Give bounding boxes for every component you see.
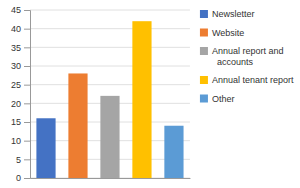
y-tick-mark — [24, 85, 30, 86]
legend-swatch — [200, 95, 208, 103]
legend-label-line: accounts — [212, 57, 254, 67]
y-tick: 10 — [11, 136, 30, 146]
bar — [36, 118, 55, 178]
y-axis: 0 5 10 15 20 25 30 35 40 45 — [11, 5, 31, 183]
bar — [68, 73, 87, 178]
bar — [100, 96, 119, 178]
grid-line — [30, 28, 190, 29]
y-tick-label: 45 — [11, 5, 21, 15]
y-tick-mark — [24, 10, 30, 11]
grid — [30, 10, 190, 178]
legend-item: Other — [200, 94, 235, 104]
y-axis-domain — [24, 11, 31, 179]
y-tick-mark — [24, 66, 30, 67]
legend-item: Annual report and accounts — [200, 46, 284, 67]
grid-line — [30, 66, 190, 67]
grid-line — [30, 10, 190, 11]
y-tick-mark — [24, 178, 30, 179]
bar — [164, 126, 183, 178]
x-axis-domain — [31, 178, 191, 179]
y-tick: 35 — [11, 43, 30, 53]
x-axis — [31, 178, 191, 180]
grid-line — [30, 47, 190, 48]
y-tick: 20 — [11, 99, 30, 109]
y-tick: 45 — [11, 5, 30, 15]
y-tick: 40 — [11, 24, 30, 34]
legend-swatch — [200, 29, 208, 37]
legend-label: Annual report and accounts — [212, 46, 284, 67]
legend-swatch — [200, 47, 208, 55]
y-tick-mark — [24, 159, 30, 160]
y-tick: 25 — [11, 80, 30, 90]
legend-label-line: Annual report and — [212, 46, 284, 56]
y-tick: 30 — [11, 61, 30, 71]
legend-label-line: Newsletter — [212, 9, 255, 19]
y-tick: 0 — [16, 173, 30, 183]
chart: Newsletter Website Annual report and accou… — [0, 0, 300, 188]
y-tick-label: 20 — [11, 99, 21, 109]
y-tick: 5 — [16, 155, 30, 165]
y-tick-label: 15 — [11, 117, 21, 127]
y-tick-label: 10 — [11, 136, 21, 146]
legend-label: Website — [212, 28, 244, 38]
y-tick-label: 35 — [11, 43, 21, 53]
y-tick-mark — [24, 103, 30, 104]
y-tick-label: 25 — [11, 80, 21, 90]
y-tick-label: 30 — [11, 61, 21, 71]
legend-label-line: Annual tenant report — [212, 75, 294, 85]
plot: 0 5 10 15 20 25 30 35 40 45 — [11, 5, 190, 183]
bar — [132, 21, 151, 178]
legend-swatch — [200, 10, 208, 18]
legend-label: Other — [212, 94, 235, 104]
y-tick-label: 40 — [11, 24, 21, 34]
bars — [36, 21, 183, 178]
y-tick-mark — [24, 29, 30, 30]
y-tick-mark — [24, 122, 30, 123]
grid-line — [30, 84, 190, 85]
y-tick-label: 5 — [16, 155, 21, 165]
legend-swatch — [200, 76, 208, 84]
legend-item: Newsletter — [200, 9, 255, 19]
y-tick-mark — [24, 47, 30, 48]
legend-label: Annual tenant report — [212, 75, 294, 85]
legend-label-line: Other — [212, 94, 235, 104]
y-tick-mark — [24, 141, 30, 142]
legend: Newsletter Website Annual report and accou… — [200, 9, 294, 104]
legend-label: Newsletter — [212, 9, 255, 19]
legend-label-line: Website — [212, 28, 244, 38]
y-tick-label: 0 — [16, 173, 21, 183]
y-tick: 15 — [11, 117, 30, 127]
legend-item: Annual tenant report — [200, 75, 294, 85]
legend-item: Website — [200, 28, 244, 38]
